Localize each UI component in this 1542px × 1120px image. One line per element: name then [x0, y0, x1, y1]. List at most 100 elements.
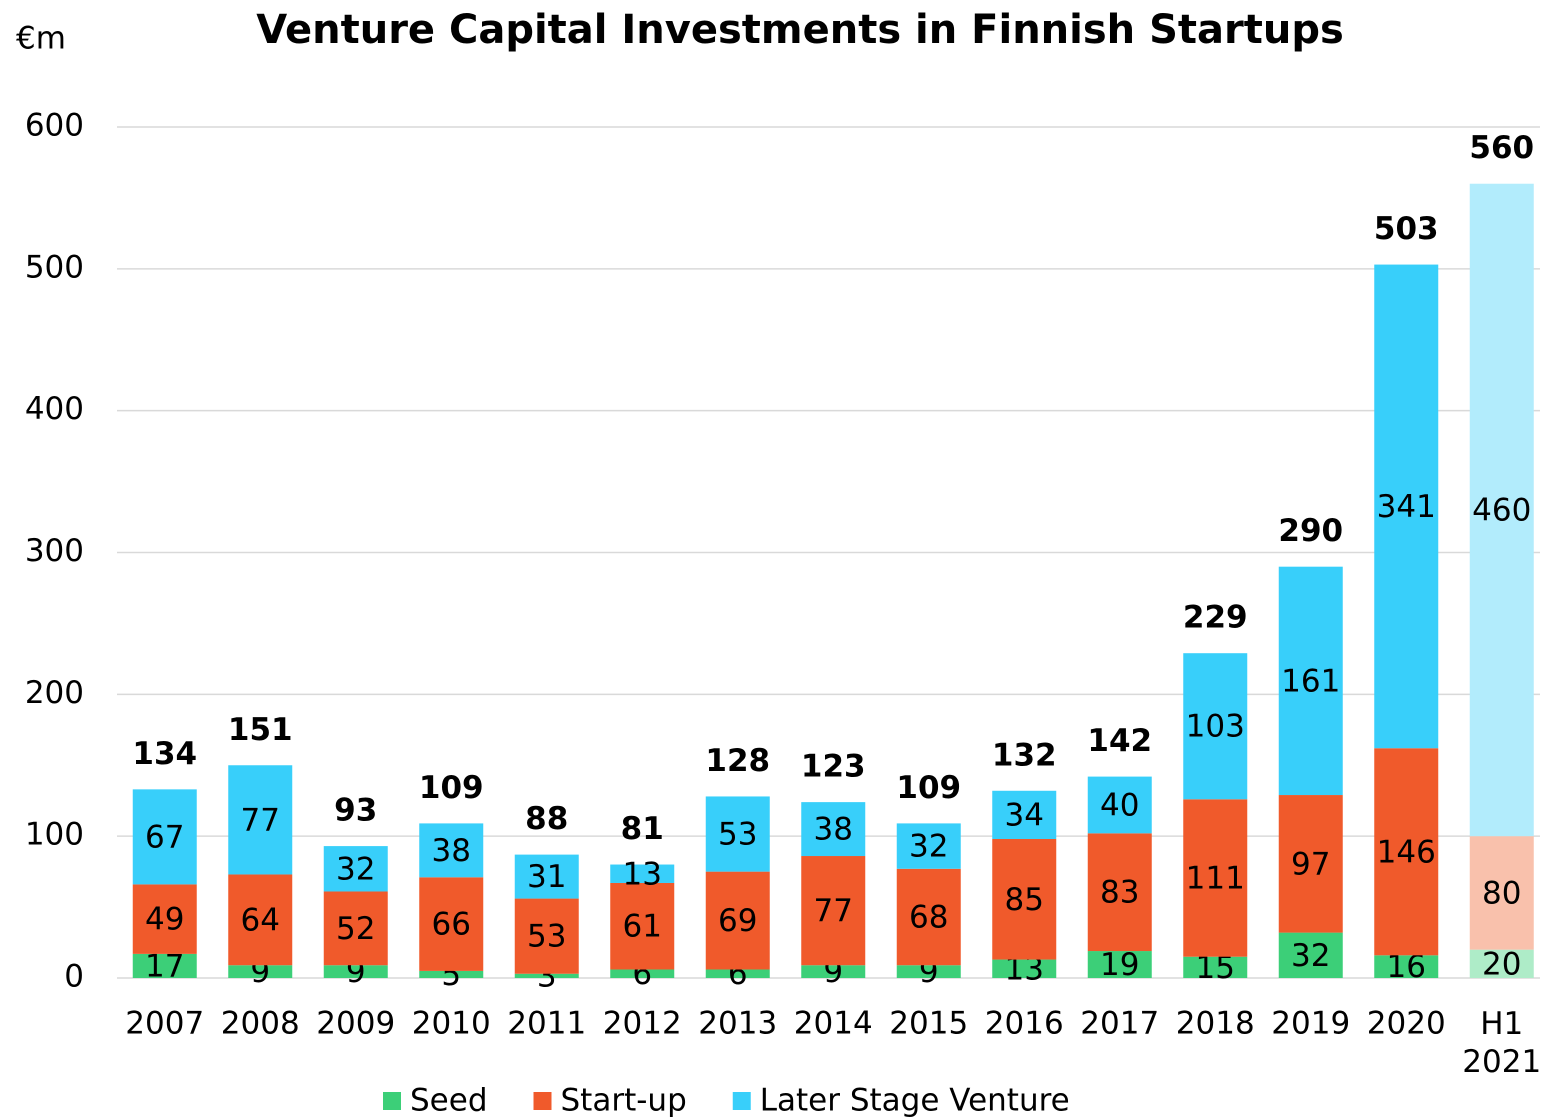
bar-segment [1278, 795, 1343, 933]
bar-segment [1469, 836, 1534, 950]
x-tick-label: 2014 [794, 1006, 873, 1042]
segment-label: 83 [1100, 875, 1139, 911]
x-tick-label: 2018 [1176, 1006, 1255, 1042]
bar-segment [801, 856, 866, 966]
x-tick-line: 2021 [1462, 1044, 1541, 1080]
x-tick-label: 2015 [889, 1006, 968, 1042]
segment-label: 34 [1005, 797, 1044, 833]
bar-segment [228, 765, 293, 875]
legend-label: Seed [410, 1083, 488, 1119]
segment-label: 20 [1482, 946, 1521, 982]
legend-swatch [533, 1092, 552, 1110]
total-label: 123 [801, 749, 866, 785]
segment-label: 49 [145, 902, 184, 938]
bar-segment [1374, 955, 1439, 978]
x-tick-label: 2016 [985, 1006, 1064, 1042]
bar-segment [132, 789, 197, 885]
total-label: 132 [992, 737, 1057, 773]
x-tick-label: 2017 [1080, 1006, 1159, 1042]
segment-label: 103 [1186, 709, 1245, 745]
bar-segment [705, 969, 770, 978]
y-tick-label: 500 [25, 249, 84, 285]
segment-label: 460 [1472, 492, 1531, 528]
segment-label: 161 [1281, 663, 1340, 699]
bar-segment [1374, 748, 1439, 956]
segment-label: 80 [1482, 875, 1521, 911]
total-label: 109 [419, 770, 484, 806]
x-tick-label: 2007 [125, 1006, 204, 1042]
segment-label: 32 [909, 829, 948, 865]
bar-segment [1469, 949, 1534, 978]
segment-label: 66 [432, 907, 471, 943]
legend-swatch [383, 1092, 401, 1110]
bar-segment [228, 874, 293, 966]
segment-label: 341 [1377, 489, 1436, 525]
segment-label: 31 [527, 859, 566, 895]
segment-label: 64 [241, 902, 280, 938]
segment-label: 97 [1291, 846, 1330, 882]
segment-label: 19 [1100, 947, 1139, 983]
x-tick-label: 2019 [1271, 1006, 1350, 1042]
bar-segment [896, 823, 961, 869]
segment-label: 38 [814, 812, 853, 848]
bar-segment [1183, 653, 1248, 800]
total-label: 290 [1278, 513, 1343, 549]
total-label: 560 [1469, 130, 1534, 166]
bar-segment [132, 884, 197, 954]
bar-segment [610, 864, 675, 883]
segment-label: 38 [432, 833, 471, 869]
total-label: 109 [896, 770, 961, 806]
bar-segment [1183, 956, 1248, 978]
segment-label: 17 [145, 948, 184, 984]
bar-segment [610, 969, 675, 978]
total-label: 93 [334, 793, 377, 829]
total-label: 142 [1087, 723, 1152, 759]
x-tick-label: 2008 [221, 1006, 300, 1042]
segment-label: 13 [623, 856, 662, 892]
legend-label: Start-up [561, 1083, 687, 1119]
bar-segment [896, 868, 961, 966]
total-label: 151 [228, 712, 293, 748]
segment-label: 68 [909, 900, 948, 936]
total-label: 88 [525, 801, 568, 837]
bar-segment [514, 898, 579, 974]
bar-segment [992, 839, 1057, 960]
bar-segment [1087, 951, 1152, 978]
legend-swatch [732, 1092, 751, 1110]
bar-segment [801, 965, 866, 978]
bar-segment [419, 877, 484, 971]
bar-segment [323, 891, 388, 966]
bar-segment [514, 854, 579, 899]
bar-segment [1374, 264, 1439, 749]
segment-label: 40 [1100, 787, 1139, 823]
bar-segment [1087, 776, 1152, 834]
bar-segment [705, 796, 770, 872]
bar-segment [896, 965, 961, 978]
segment-label: 53 [527, 919, 566, 955]
bar-segment [419, 970, 484, 978]
x-tick-label: 2009 [316, 1006, 395, 1042]
total-label: 229 [1183, 600, 1248, 636]
segment-label: 111 [1186, 861, 1245, 897]
segment-label: 69 [718, 903, 757, 939]
bar-segment [323, 965, 388, 978]
y-tick-label: 300 [25, 533, 84, 569]
y-tick-label: 100 [25, 817, 84, 853]
total-label: 503 [1374, 211, 1439, 247]
x-tick-label: H1 2021 [1462, 1006, 1541, 1080]
bar-segment [1278, 932, 1343, 978]
bar-segment [992, 959, 1057, 978]
x-tick-label: 2020 [1367, 1006, 1446, 1042]
bar-segment [132, 953, 197, 978]
segment-label: 146 [1377, 834, 1436, 870]
y-axis-label: €m [16, 21, 66, 57]
segment-label: 67 [145, 819, 184, 855]
segment-label: 61 [623, 909, 662, 945]
bar-segment [705, 871, 770, 970]
y-tick-label: 600 [25, 108, 84, 144]
bar-segment [992, 790, 1057, 840]
bar-segment [228, 965, 293, 978]
bar-segment [1469, 183, 1534, 837]
total-label: 81 [621, 811, 664, 847]
